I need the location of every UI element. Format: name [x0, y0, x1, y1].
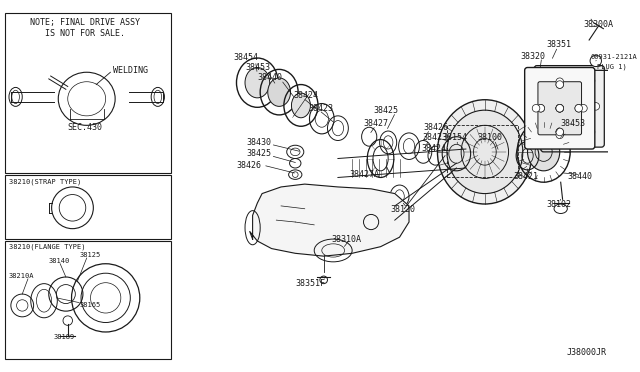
Text: 38351: 38351 — [547, 40, 572, 49]
Bar — [5, 174, 171, 239]
Ellipse shape — [588, 77, 595, 84]
Text: WELDING: WELDING — [113, 66, 148, 75]
Bar — [447, 125, 518, 177]
Text: 38426: 38426 — [237, 161, 262, 170]
Text: 38210A: 38210A — [9, 273, 35, 279]
Ellipse shape — [556, 131, 564, 139]
Text: J38000JR: J38000JR — [566, 348, 606, 357]
Text: 38425: 38425 — [373, 106, 398, 115]
Text: 38189: 38189 — [54, 334, 75, 340]
Ellipse shape — [245, 67, 269, 98]
Ellipse shape — [556, 81, 564, 89]
Ellipse shape — [556, 105, 564, 112]
Text: SEC.430: SEC.430 — [67, 123, 102, 132]
Ellipse shape — [575, 105, 582, 112]
Text: 38154: 38154 — [442, 133, 467, 142]
Text: 38423: 38423 — [308, 104, 333, 113]
Text: 38210(FLANGE TYPE): 38210(FLANGE TYPE) — [9, 243, 86, 250]
Ellipse shape — [541, 103, 548, 110]
Text: 38421: 38421 — [513, 172, 538, 181]
Text: 38424: 38424 — [293, 92, 318, 100]
Text: 38440: 38440 — [567, 172, 593, 181]
Text: 38426: 38426 — [423, 123, 448, 132]
Text: 38102: 38102 — [547, 199, 572, 209]
Text: 38427A: 38427A — [349, 170, 380, 179]
Text: 38423: 38423 — [422, 133, 447, 142]
Ellipse shape — [588, 128, 595, 136]
Ellipse shape — [575, 105, 582, 112]
Ellipse shape — [592, 103, 600, 110]
Ellipse shape — [291, 93, 310, 118]
Ellipse shape — [566, 131, 574, 139]
Ellipse shape — [438, 100, 532, 204]
Text: 38100: 38100 — [477, 133, 502, 142]
Ellipse shape — [268, 78, 291, 106]
Ellipse shape — [556, 105, 564, 112]
Text: 38425: 38425 — [246, 149, 271, 158]
FancyBboxPatch shape — [538, 82, 582, 135]
Text: 38453: 38453 — [561, 119, 586, 128]
Ellipse shape — [537, 105, 545, 112]
FancyBboxPatch shape — [525, 67, 595, 149]
Ellipse shape — [580, 105, 588, 112]
Bar — [5, 241, 171, 359]
Ellipse shape — [527, 133, 560, 171]
Ellipse shape — [556, 105, 564, 112]
Ellipse shape — [537, 105, 545, 112]
Text: PLUG 1): PLUG 1) — [596, 63, 627, 70]
Polygon shape — [250, 184, 409, 256]
Text: 38300A: 38300A — [584, 20, 614, 29]
Text: 38427: 38427 — [364, 119, 388, 128]
Text: 38440: 38440 — [257, 73, 282, 83]
Text: 38165: 38165 — [79, 302, 100, 308]
Ellipse shape — [545, 128, 553, 136]
Ellipse shape — [556, 128, 564, 136]
Ellipse shape — [556, 81, 564, 89]
Text: 38310A: 38310A — [332, 235, 362, 244]
Text: 38125: 38125 — [79, 252, 100, 258]
Ellipse shape — [590, 55, 602, 67]
Text: 38140: 38140 — [49, 258, 70, 264]
Text: 38120: 38120 — [390, 205, 415, 214]
Text: 38453: 38453 — [245, 63, 270, 72]
Text: 00931-2121A: 00931-2121A — [590, 54, 637, 60]
FancyBboxPatch shape — [547, 80, 591, 133]
Text: 38424: 38424 — [421, 144, 446, 153]
Text: 38210(STRAP TYPE): 38210(STRAP TYPE) — [9, 178, 81, 185]
Bar — [5, 13, 171, 173]
Text: 38320: 38320 — [521, 52, 546, 61]
Text: NOTE; FINAL DRIVE ASSY: NOTE; FINAL DRIVE ASSY — [30, 19, 140, 28]
Ellipse shape — [556, 105, 564, 112]
Ellipse shape — [556, 78, 564, 86]
Ellipse shape — [532, 105, 540, 112]
Ellipse shape — [545, 77, 553, 84]
FancyBboxPatch shape — [534, 65, 604, 147]
Text: 38430: 38430 — [246, 138, 271, 147]
Ellipse shape — [556, 128, 564, 136]
Ellipse shape — [566, 74, 574, 82]
Text: 38454: 38454 — [234, 52, 259, 62]
Ellipse shape — [447, 110, 523, 193]
Text: 38351F: 38351F — [295, 279, 325, 288]
Text: IS NOT FOR SALE.: IS NOT FOR SALE. — [45, 29, 125, 38]
